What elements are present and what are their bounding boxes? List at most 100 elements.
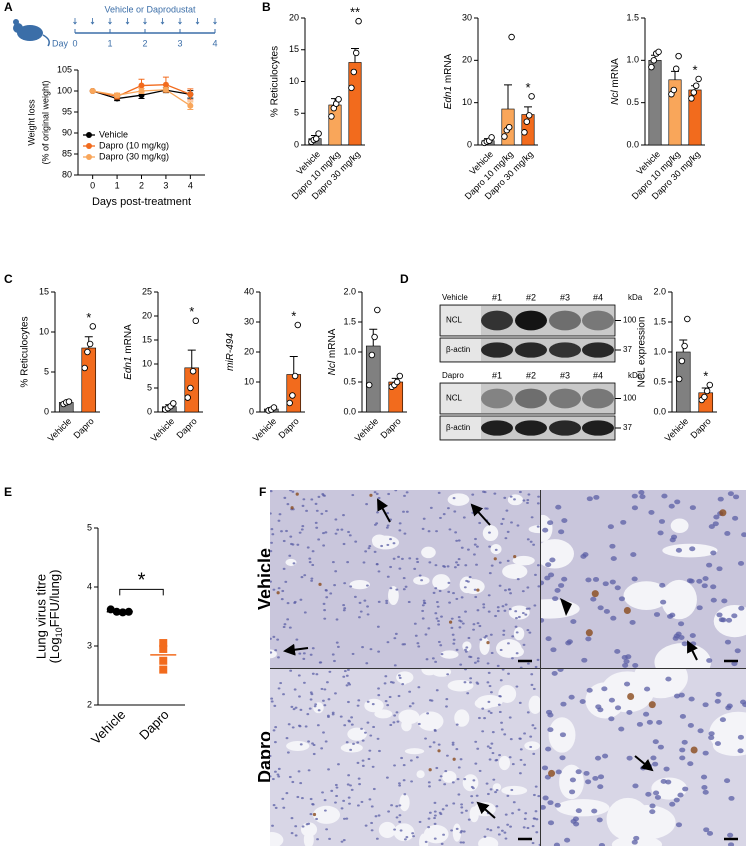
nucleus xyxy=(621,655,628,660)
nucleus xyxy=(349,585,353,588)
nucleus xyxy=(536,564,540,567)
nucleus xyxy=(301,504,305,507)
nucleus xyxy=(386,641,390,644)
alveolus xyxy=(270,649,277,659)
histology-image xyxy=(541,669,746,846)
nucleus xyxy=(290,705,294,708)
nucleus xyxy=(301,796,304,800)
nucleus xyxy=(383,682,387,685)
data-point xyxy=(368,351,376,359)
y-axis-label-part: Ncl xyxy=(610,90,621,105)
nucleus xyxy=(555,769,562,775)
nucleus xyxy=(487,710,491,713)
nucleus xyxy=(725,617,733,623)
nucleus xyxy=(498,754,501,757)
nucleus xyxy=(653,612,661,617)
nucleus xyxy=(652,790,660,796)
nucleus xyxy=(371,703,375,706)
y-axis-label-part: mRNA xyxy=(123,324,134,357)
nucleus xyxy=(504,837,508,840)
nucleus xyxy=(462,516,466,519)
nucleus xyxy=(451,781,455,784)
nucleus xyxy=(457,557,461,561)
nucleus xyxy=(402,779,406,782)
nucleus xyxy=(273,704,277,708)
nucleus xyxy=(496,826,500,829)
nucleus xyxy=(356,741,360,744)
nucleus xyxy=(526,628,530,632)
nucleus xyxy=(270,700,274,703)
nucleus xyxy=(342,603,346,607)
y-axis-label-part: (Log xyxy=(47,637,62,663)
nucleus xyxy=(679,714,686,719)
nucleus xyxy=(557,669,564,673)
nucleus xyxy=(674,499,681,505)
nucleus xyxy=(377,570,381,573)
nucleus xyxy=(481,707,485,710)
alveolus xyxy=(388,586,399,605)
nucleus xyxy=(474,595,478,599)
nucleus xyxy=(622,662,629,668)
nucleus xyxy=(489,788,493,791)
stain xyxy=(627,692,635,701)
y-tick-label: 2.0 xyxy=(343,286,356,296)
nucleus xyxy=(270,550,273,553)
nucleus xyxy=(594,755,602,761)
nucleus xyxy=(658,519,666,524)
nucleus xyxy=(738,605,745,611)
nucleus xyxy=(437,491,441,494)
marker-label: 100 xyxy=(623,316,637,325)
legend-marker xyxy=(86,132,92,138)
nucleus xyxy=(427,781,431,784)
data-point xyxy=(170,400,177,407)
y-tick-label: 95 xyxy=(62,106,72,116)
stain xyxy=(493,557,497,561)
nucleus xyxy=(526,538,530,541)
nucleus xyxy=(675,822,683,828)
nucleus xyxy=(463,586,467,589)
nucleus xyxy=(531,841,535,845)
alveolus xyxy=(416,770,425,779)
nucleus xyxy=(334,783,338,787)
nucleus xyxy=(527,662,530,665)
nucleus xyxy=(358,616,361,619)
nucleus xyxy=(656,720,663,725)
nucleus xyxy=(271,777,275,781)
nucleus xyxy=(342,799,346,802)
nucleus xyxy=(283,623,287,626)
nucleus xyxy=(437,623,441,626)
alveolus xyxy=(393,823,415,842)
nucleus xyxy=(277,519,281,522)
nucleus xyxy=(270,651,273,654)
nucleus xyxy=(288,626,292,629)
stain xyxy=(369,493,373,497)
alveolus xyxy=(432,574,451,590)
y-tick-label: 90 xyxy=(62,127,72,137)
series-point xyxy=(138,88,145,94)
y-tick-label: 2 xyxy=(87,699,92,709)
legend-label: Dapro (30 mg/kg) xyxy=(99,151,169,161)
nucleus xyxy=(708,524,715,530)
nucleus xyxy=(496,609,500,613)
nucleus xyxy=(439,644,443,647)
data-point xyxy=(701,393,708,401)
nucleus xyxy=(413,567,417,570)
dose-arrow xyxy=(160,18,165,25)
nucleus xyxy=(324,589,328,592)
y-axis-label-part: Edn1 xyxy=(443,86,454,109)
nucleus xyxy=(369,648,373,651)
nucleus xyxy=(323,798,327,802)
nucleus xyxy=(385,599,389,602)
nucleus xyxy=(669,537,676,543)
nucleus xyxy=(472,779,476,782)
nucleus xyxy=(334,532,338,535)
nucleus xyxy=(547,727,554,733)
y-tick-label: 3 xyxy=(87,640,92,650)
nucleus xyxy=(679,755,686,761)
nucleus xyxy=(365,503,368,506)
nucleus xyxy=(442,565,445,568)
nucleus xyxy=(591,808,598,814)
y-tick-label: 10 xyxy=(39,326,49,336)
data-point xyxy=(86,340,94,348)
nucleus xyxy=(311,742,314,745)
